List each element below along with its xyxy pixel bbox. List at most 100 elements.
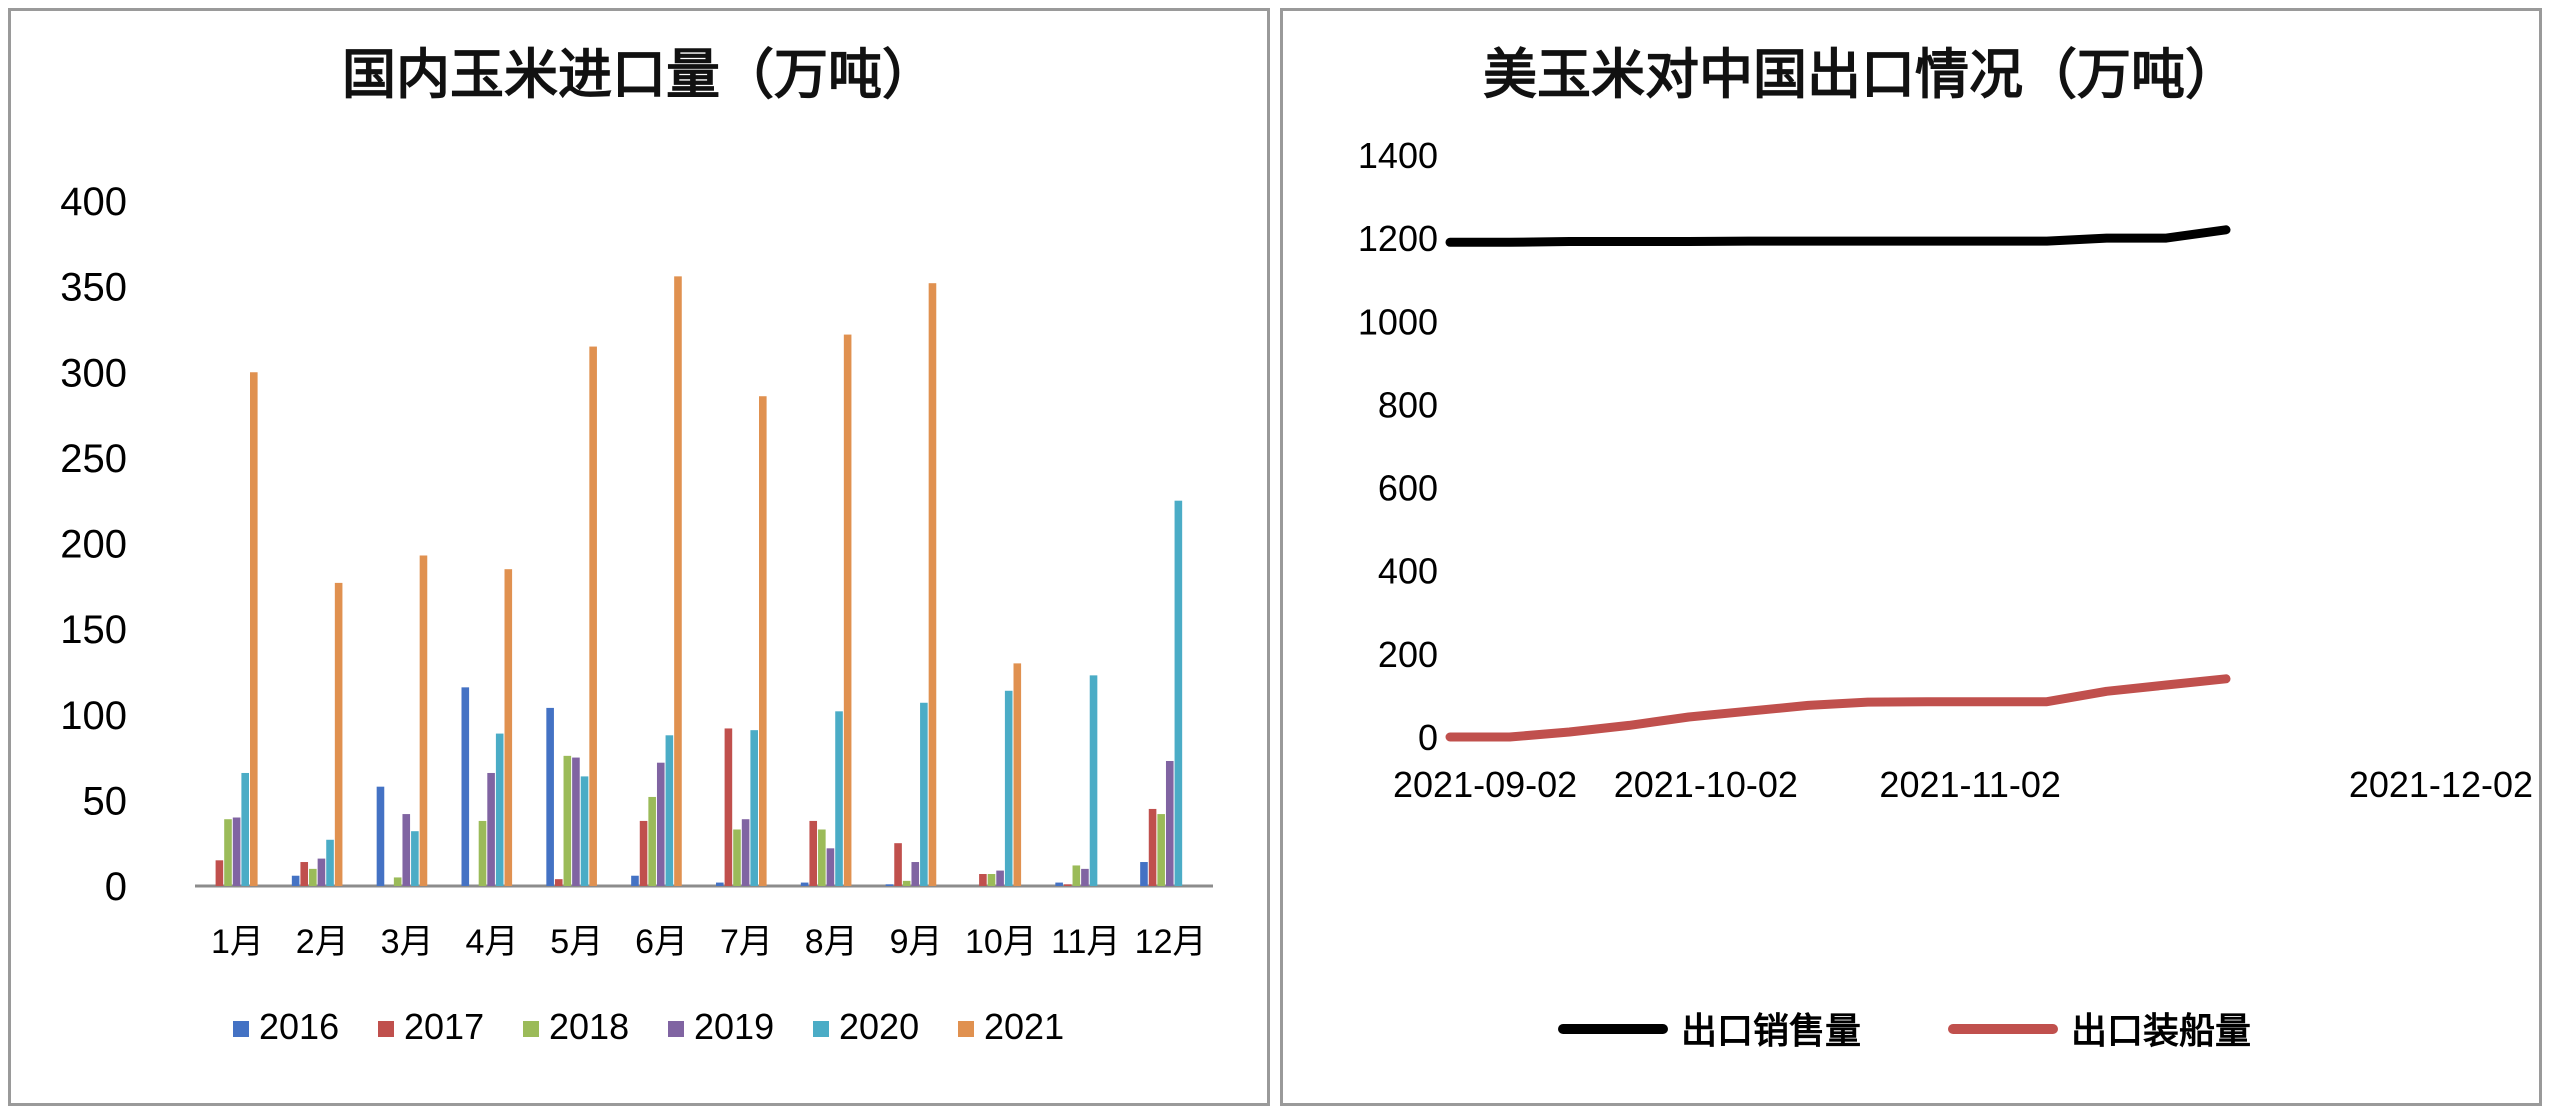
bar-2020	[750, 730, 758, 886]
legend-label: 2018	[549, 1006, 629, 1047]
x-tick-label: 2月	[296, 923, 349, 961]
x-tick-label: 2021-11-02	[1879, 764, 2060, 805]
bar-2020	[580, 776, 589, 886]
bar-2019	[826, 848, 835, 886]
y-tick-label: 600	[1378, 468, 1438, 509]
x-tick-label: 10月	[965, 923, 1037, 961]
bar-2017	[894, 843, 902, 886]
legend-label: 2020	[839, 1006, 919, 1047]
bar-2020	[1004, 690, 1013, 886]
bar-2017	[1063, 884, 1072, 886]
bar-2017	[1148, 808, 1157, 886]
bar-2017	[554, 879, 563, 886]
export-chart-title: 美玉米对中国出口情况（万吨）	[1483, 42, 2239, 106]
bar-2021	[334, 582, 343, 886]
bar-2019	[911, 862, 920, 886]
x-tick-label: 5月	[550, 923, 603, 961]
bar-2019	[572, 757, 580, 886]
bar-2021	[250, 372, 258, 886]
bar-2019	[487, 772, 495, 886]
bar-2018	[563, 755, 572, 886]
legend-swatch-2021	[958, 1021, 974, 1037]
legend-swatch-2020	[813, 1021, 829, 1037]
y-tick-label: 100	[60, 694, 127, 738]
bar-2016	[885, 884, 894, 886]
y-tick-label: 800	[1378, 384, 1438, 425]
bar-2018	[648, 796, 656, 886]
series-line-出口装船量	[1445, 674, 2231, 742]
y-tick-label: 1400	[1358, 135, 1438, 176]
x-tick-label: 1月	[211, 923, 264, 961]
import-bar-chart: 国内玉米进口量（万吨） 0 50 100 150 200 250 300 350 400 1月 2月…	[60, 42, 1213, 1047]
x-tick-label: 2021-09-02	[1393, 764, 1577, 805]
bar-2016	[461, 687, 470, 886]
bar-2020	[495, 733, 504, 886]
bar-2020	[665, 735, 674, 886]
legend-label: 2017	[404, 1006, 484, 1047]
bar-2017	[639, 820, 648, 886]
bar-2018	[478, 820, 487, 886]
legend-label: 2019	[694, 1006, 774, 1047]
x-tick-label: 2021-12-02	[2349, 764, 2533, 805]
bar-2021	[589, 346, 597, 886]
bar-2017	[215, 860, 224, 886]
bar-2018	[733, 829, 741, 886]
bar-2017	[809, 820, 818, 886]
legend-swatch-2018	[523, 1021, 539, 1037]
x-tick-label: 2021-10-02	[1614, 764, 1798, 805]
bar-2016	[800, 882, 809, 886]
y-tick-label: 1000	[1358, 301, 1438, 342]
bar-2020	[835, 711, 843, 886]
y-tick-label: 400	[60, 180, 127, 224]
y-tick-label: 0	[105, 865, 127, 909]
bar-2020	[1174, 500, 1183, 886]
bar-2018	[1157, 814, 1165, 886]
x-tick-label: 11月	[1051, 923, 1120, 961]
y-tick-label: 150	[60, 608, 127, 652]
legend-label: 出口销售量	[1681, 1010, 1861, 1052]
bar-2021	[759, 396, 767, 886]
bar-2019	[317, 858, 326, 886]
x-tick-label: 12月	[1135, 923, 1207, 961]
y-tick-label: 200	[1378, 634, 1438, 675]
y-tick-label: 50	[83, 779, 128, 823]
y-tick-label: 400	[1378, 551, 1438, 592]
bar-2017	[979, 874, 987, 886]
bar-2020	[1089, 675, 1098, 886]
legend-label: 2016	[259, 1006, 339, 1047]
bar-2017	[300, 862, 309, 886]
x-tick-label: 6月	[635, 923, 688, 961]
bar-2019	[656, 762, 665, 886]
bar-2019	[1081, 868, 1089, 886]
import-chart-panel: 国内玉米进口量（万吨） 0 50 100 150 200 250 300 350 400 1月 2月…	[8, 8, 1270, 1106]
y-tick-label: 300	[60, 351, 127, 395]
bar-2016	[1140, 862, 1148, 886]
export-chart-panel: 美玉米对中国出口情况（万吨） 0 200 400 600 800 1000 1200 1400…	[1280, 8, 2542, 1106]
x-tick-label: 3月	[381, 923, 434, 961]
export-line-chart: 美玉米对中国出口情况（万吨） 0 200 400 600 800 1000 1200 1400…	[1358, 42, 2533, 1052]
bar-2018	[393, 877, 402, 886]
bar-2020	[411, 831, 419, 886]
bar-2021	[1013, 663, 1022, 886]
bar-2021	[674, 276, 682, 887]
y-tick-label: 1200	[1358, 218, 1438, 259]
legend-swatch-2017	[378, 1021, 394, 1037]
y-tick-label: 250	[60, 437, 127, 481]
bar-2017	[724, 728, 733, 886]
x-tick-label: 9月	[890, 923, 943, 961]
bar-2016	[291, 875, 300, 886]
legend-label: 出口装船量	[2071, 1010, 2251, 1052]
bar-2020	[920, 702, 928, 886]
x-tick-label: 8月	[805, 923, 858, 961]
bar-2021	[843, 334, 852, 886]
x-tick-label: 7月	[720, 923, 773, 961]
bar-2019	[1165, 760, 1174, 886]
bar-2018	[309, 868, 317, 886]
bar-2016	[631, 875, 639, 886]
bar-2016	[546, 707, 554, 886]
bar-2020	[326, 839, 334, 886]
bar-2016	[1055, 882, 1063, 886]
bar-2020	[241, 772, 249, 886]
import-chart-title: 国内玉米进口量（万吨）	[342, 42, 936, 106]
bar-2018	[902, 880, 911, 886]
